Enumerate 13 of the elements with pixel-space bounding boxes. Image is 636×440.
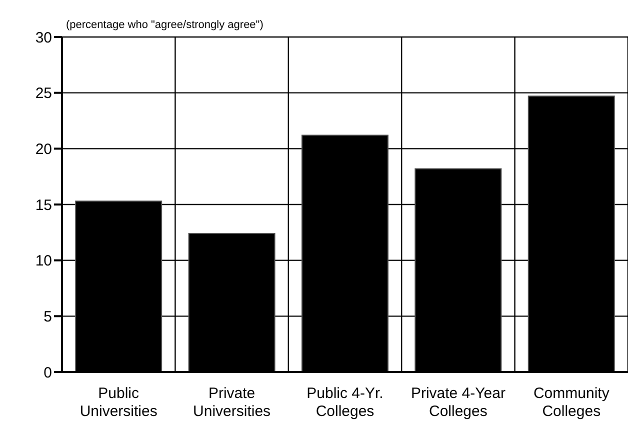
y-tick-label: 0 [44, 364, 52, 382]
text: (percentage who "agree/strongly agree") [66, 19, 264, 31]
x-tick-label: Public 4-Yr. Colleges [306, 385, 384, 420]
y-tick-label: 10 [35, 252, 52, 270]
y-tick-label: 5 [44, 308, 52, 326]
x-tick-label: Community Colleges [533, 385, 610, 420]
y-tick-label: 30 [35, 29, 52, 46]
y-tick-label: 20 [35, 140, 52, 158]
x-tick-label: Public Universities [80, 385, 158, 420]
y-tick-label: 25 [35, 85, 52, 102]
x-tick-label: Private 4-Year Colleges [410, 385, 506, 420]
x-tick-label: Private Universities [193, 385, 271, 420]
y-tick-label: 15 [35, 196, 52, 214]
